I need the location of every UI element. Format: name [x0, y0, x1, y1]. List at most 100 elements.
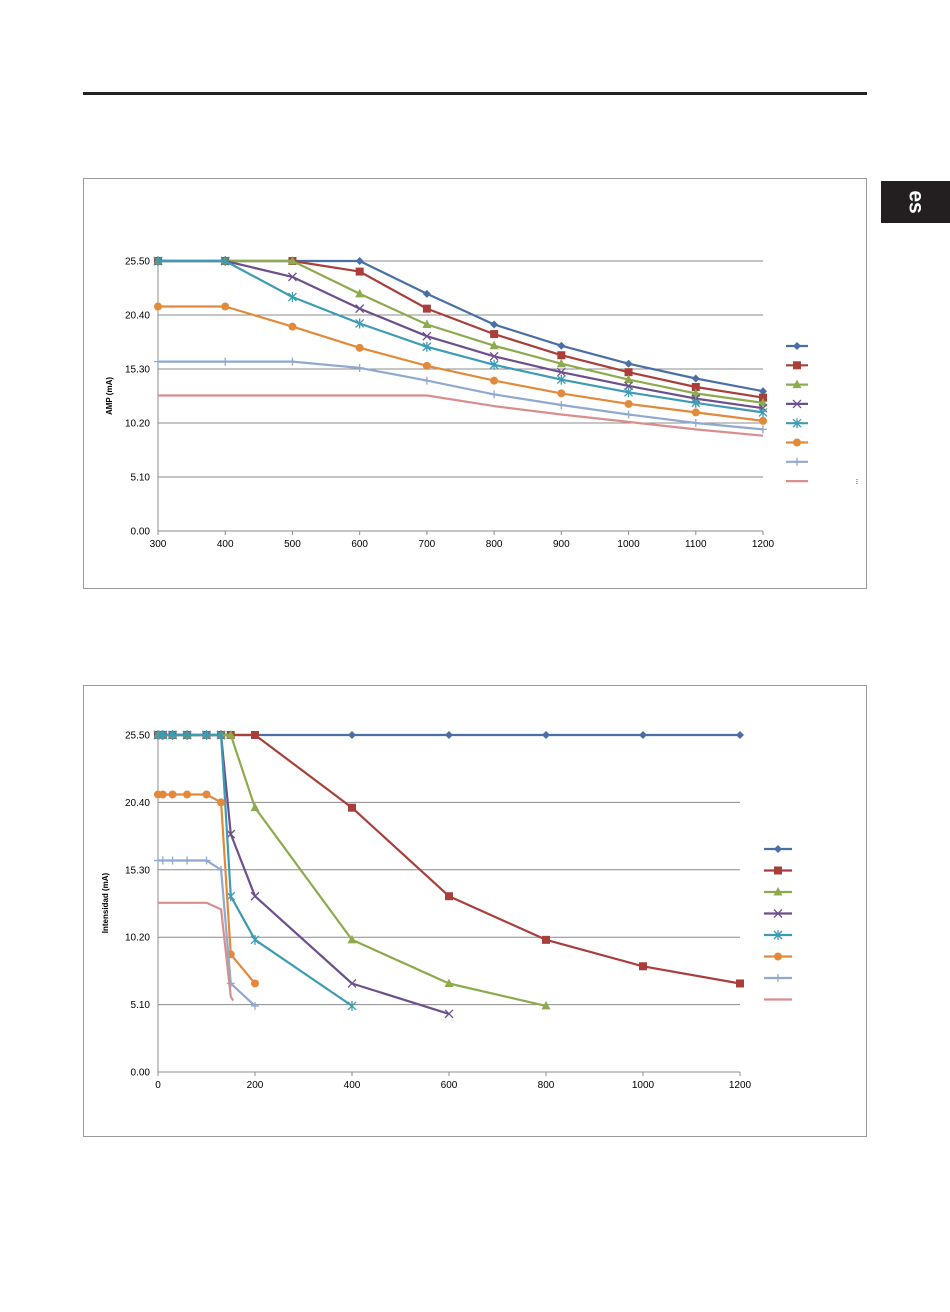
x-tick-label: 300: [150, 539, 167, 550]
legend-swatch-marker: [792, 418, 802, 429]
data-point: [445, 731, 453, 739]
legend-swatch-marker: [773, 930, 783, 940]
y-tick-label: 25.50: [125, 731, 150, 742]
data-point: [759, 425, 767, 434]
y-tick-label: 10.20: [125, 933, 150, 944]
legend: [786, 342, 858, 485]
data-point: [557, 351, 566, 360]
data-point: [490, 320, 499, 329]
data-point: [250, 891, 260, 901]
data-point: [490, 330, 499, 339]
data-point: [226, 979, 235, 988]
y-tick-label: 25.50: [125, 257, 150, 268]
data-point: [251, 731, 259, 739]
data-point: [422, 319, 432, 329]
data-point: [624, 368, 633, 377]
data-point: [557, 401, 566, 409]
series-line: [158, 360, 764, 431]
data-point: [557, 341, 566, 350]
x-tick-label: 700: [419, 539, 436, 550]
data-point: [355, 318, 365, 329]
data-point: [444, 978, 454, 987]
x-tick-label: 1200: [729, 1080, 752, 1091]
data-point: [736, 979, 744, 988]
data-point: [250, 802, 260, 812]
legend-swatch-marker: [793, 438, 801, 447]
data-point: [759, 393, 767, 402]
data-point: [347, 1000, 357, 1011]
data-point: [422, 289, 431, 298]
data-point: [168, 856, 177, 865]
data-point: [624, 381, 634, 391]
data-point: [355, 304, 365, 314]
x-tick-label: 1200: [752, 539, 775, 550]
series-line: [158, 259, 764, 410]
amp-vs-resistance-chart: 0.00 5.10 10.20 15.30 20.40 25.50 300 400 500 600…: [83, 178, 867, 589]
data-point: [154, 357, 162, 366]
data-point: [422, 376, 431, 385]
data-point: [489, 340, 499, 350]
series-line: [158, 901, 235, 1002]
data-point: [183, 790, 192, 799]
data-point: [182, 730, 192, 740]
x-tick-label: 200: [247, 1080, 264, 1091]
x-tick-label: 1000: [632, 1080, 655, 1091]
x-tick-label: 800: [486, 539, 503, 550]
series-5: [153, 730, 357, 1011]
series-1: [154, 257, 767, 396]
data-point: [355, 363, 364, 372]
x-tick-label: 600: [441, 1080, 458, 1091]
legend-swatch-marker: [774, 974, 782, 982]
data-point: [624, 410, 633, 419]
y-axis-title: Intensidad (mA): [101, 872, 110, 933]
data-point: [422, 341, 432, 352]
x-tick-label: 400: [217, 539, 234, 550]
series-line: [158, 259, 764, 414]
y-tick-label: 15.30: [125, 865, 150, 876]
y-axis-title: AMP (mA): [105, 377, 114, 415]
y-tick-label: 0.00: [131, 527, 151, 538]
data-point: [347, 978, 357, 988]
data-point: [355, 343, 364, 352]
data-point: [759, 416, 767, 425]
data-point: [220, 256, 230, 266]
data-point: [221, 357, 230, 366]
data-point: [202, 856, 211, 865]
data-point: [355, 267, 364, 276]
series-7: [154, 856, 259, 1010]
data-point: [202, 730, 211, 740]
data-point: [154, 302, 162, 311]
data-point: [490, 390, 499, 399]
series-line: [158, 259, 764, 393]
data-point: [624, 359, 633, 368]
series-line: [158, 259, 764, 404]
data-point: [758, 397, 768, 407]
legend-swatch-marker: [793, 361, 801, 370]
series-line: [158, 259, 764, 399]
data-point: [217, 798, 226, 807]
series-2: [154, 257, 767, 402]
y-tick-label: 0.00: [131, 1068, 151, 1079]
series-line: [158, 733, 547, 1007]
data-point: [347, 934, 357, 944]
data-point: [557, 389, 566, 398]
legend-swatch-marker: [793, 457, 801, 466]
data-point: [489, 351, 499, 361]
series-line: [158, 305, 764, 422]
series-8: [158, 901, 235, 1002]
data-point: [444, 1009, 454, 1019]
data-point: [624, 374, 634, 384]
data-point: [556, 374, 566, 385]
y-tick-label: 20.40: [125, 798, 150, 809]
data-point: [691, 388, 701, 397]
data-point: [691, 419, 700, 427]
data-point: [624, 387, 634, 398]
data-point: [422, 331, 432, 341]
y-tick-label: 15.30: [125, 365, 150, 376]
data-point: [759, 387, 767, 396]
x-tick-label: 800: [538, 1080, 555, 1091]
language-tab: es: [881, 181, 950, 223]
legend-swatch-marker: [774, 952, 782, 961]
y-tick-label: 20.40: [125, 311, 150, 322]
data-point: [251, 979, 259, 988]
